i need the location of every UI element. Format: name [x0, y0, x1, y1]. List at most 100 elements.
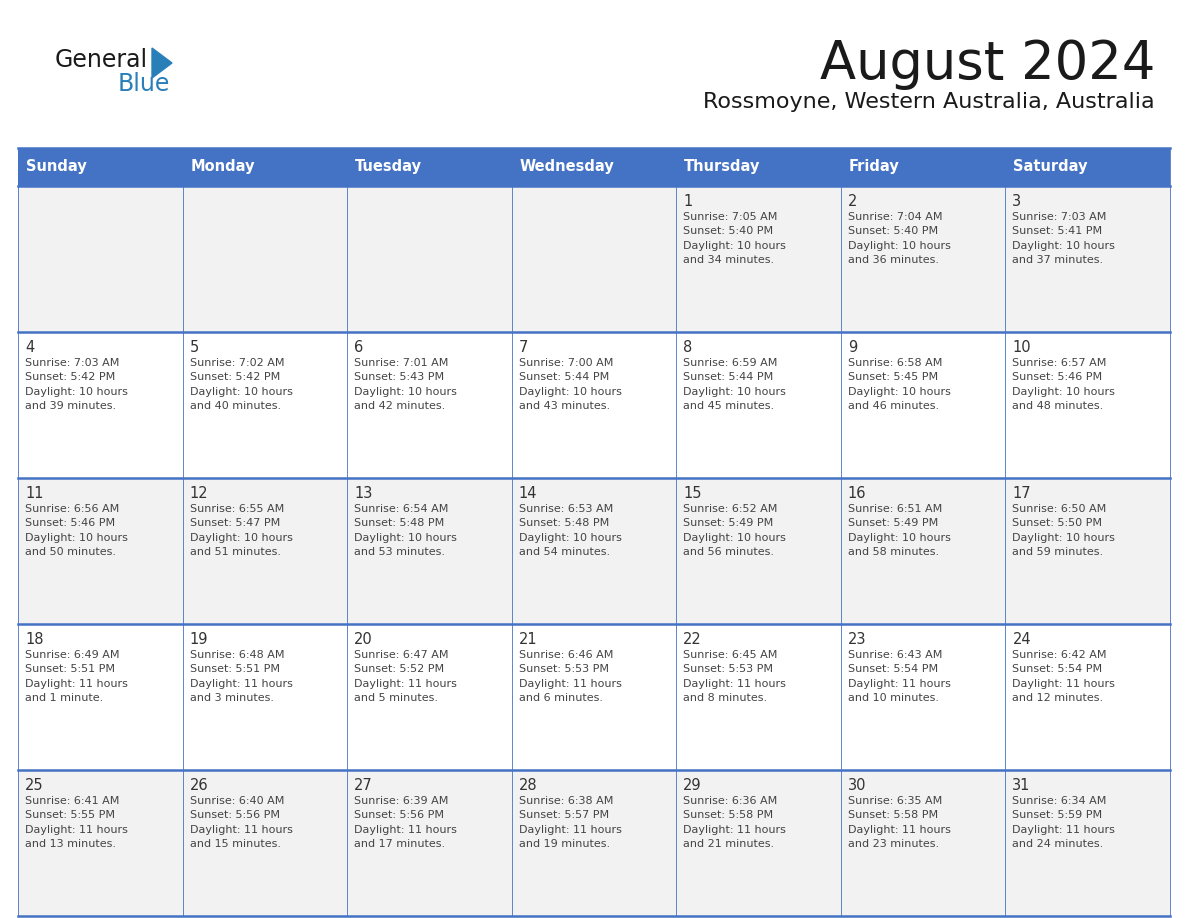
Text: Sunrise: 6:49 AM
Sunset: 5:51 PM
Daylight: 11 hours
and 1 minute.: Sunrise: 6:49 AM Sunset: 5:51 PM Dayligh…	[25, 650, 128, 703]
Text: 2: 2	[848, 194, 858, 209]
Bar	[183, 186, 347, 332]
Bar	[347, 478, 512, 624]
Text: Rossmoyne, Western Australia, Australia: Rossmoyne, Western Australia, Australia	[703, 92, 1155, 112]
Text: 6: 6	[354, 340, 364, 355]
Text: 31: 31	[1012, 778, 1031, 793]
Text: Sunrise: 7:00 AM
Sunset: 5:44 PM
Daylight: 10 hours
and 43 minutes.: Sunrise: 7:00 AM Sunset: 5:44 PM Dayligh…	[519, 358, 621, 411]
Text: Sunrise: 6:38 AM
Sunset: 5:57 PM
Daylight: 11 hours
and 19 minutes.: Sunrise: 6:38 AM Sunset: 5:57 PM Dayligh…	[519, 796, 621, 849]
Text: 7: 7	[519, 340, 529, 355]
Text: Sunrise: 6:34 AM
Sunset: 5:59 PM
Daylight: 11 hours
and 24 minutes.: Sunrise: 6:34 AM Sunset: 5:59 PM Dayligh…	[1012, 796, 1116, 849]
Bar	[512, 624, 676, 770]
Text: 17: 17	[1012, 486, 1031, 501]
Bar	[841, 186, 1005, 332]
Text: Sunrise: 6:47 AM
Sunset: 5:52 PM
Daylight: 11 hours
and 5 minutes.: Sunrise: 6:47 AM Sunset: 5:52 PM Dayligh…	[354, 650, 457, 703]
Bar	[183, 478, 347, 624]
Bar	[1005, 624, 1170, 770]
Bar	[841, 478, 1005, 624]
Text: Sunrise: 6:39 AM
Sunset: 5:56 PM
Daylight: 11 hours
and 17 minutes.: Sunrise: 6:39 AM Sunset: 5:56 PM Dayligh…	[354, 796, 457, 849]
Bar	[183, 332, 347, 478]
Text: 16: 16	[848, 486, 866, 501]
Bar	[347, 770, 512, 916]
Bar	[512, 148, 676, 186]
Text: 5: 5	[190, 340, 198, 355]
Bar	[347, 624, 512, 770]
Text: Sunrise: 6:58 AM
Sunset: 5:45 PM
Daylight: 10 hours
and 46 minutes.: Sunrise: 6:58 AM Sunset: 5:45 PM Dayligh…	[848, 358, 950, 411]
Text: Sunrise: 6:51 AM
Sunset: 5:49 PM
Daylight: 10 hours
and 58 minutes.: Sunrise: 6:51 AM Sunset: 5:49 PM Dayligh…	[848, 504, 950, 557]
Bar	[512, 332, 676, 478]
Text: 9: 9	[848, 340, 857, 355]
Bar	[841, 148, 1005, 186]
Bar	[18, 186, 183, 332]
Text: Sunrise: 6:55 AM
Sunset: 5:47 PM
Daylight: 10 hours
and 51 minutes.: Sunrise: 6:55 AM Sunset: 5:47 PM Dayligh…	[190, 504, 292, 557]
Text: 24: 24	[1012, 632, 1031, 647]
Text: Sunrise: 6:40 AM
Sunset: 5:56 PM
Daylight: 11 hours
and 15 minutes.: Sunrise: 6:40 AM Sunset: 5:56 PM Dayligh…	[190, 796, 292, 849]
Text: 28: 28	[519, 778, 537, 793]
Text: Sunrise: 7:03 AM
Sunset: 5:42 PM
Daylight: 10 hours
and 39 minutes.: Sunrise: 7:03 AM Sunset: 5:42 PM Dayligh…	[25, 358, 128, 411]
Text: 12: 12	[190, 486, 208, 501]
Bar	[841, 770, 1005, 916]
Text: Sunrise: 6:59 AM
Sunset: 5:44 PM
Daylight: 10 hours
and 45 minutes.: Sunrise: 6:59 AM Sunset: 5:44 PM Dayligh…	[683, 358, 786, 411]
Bar	[1005, 770, 1170, 916]
Text: 29: 29	[683, 778, 702, 793]
Text: 20: 20	[354, 632, 373, 647]
Text: Sunrise: 6:52 AM
Sunset: 5:49 PM
Daylight: 10 hours
and 56 minutes.: Sunrise: 6:52 AM Sunset: 5:49 PM Dayligh…	[683, 504, 786, 557]
Bar	[183, 624, 347, 770]
Bar	[347, 332, 512, 478]
Text: Friday: Friday	[849, 160, 899, 174]
Text: Sunrise: 6:54 AM
Sunset: 5:48 PM
Daylight: 10 hours
and 53 minutes.: Sunrise: 6:54 AM Sunset: 5:48 PM Dayligh…	[354, 504, 457, 557]
Text: Sunrise: 6:53 AM
Sunset: 5:48 PM
Daylight: 10 hours
and 54 minutes.: Sunrise: 6:53 AM Sunset: 5:48 PM Dayligh…	[519, 504, 621, 557]
Text: Sunrise: 7:05 AM
Sunset: 5:40 PM
Daylight: 10 hours
and 34 minutes.: Sunrise: 7:05 AM Sunset: 5:40 PM Dayligh…	[683, 212, 786, 265]
Text: Sunrise: 7:03 AM
Sunset: 5:41 PM
Daylight: 10 hours
and 37 minutes.: Sunrise: 7:03 AM Sunset: 5:41 PM Dayligh…	[1012, 212, 1116, 265]
Bar	[512, 186, 676, 332]
Bar	[676, 148, 841, 186]
Text: 27: 27	[354, 778, 373, 793]
Text: Sunrise: 6:48 AM
Sunset: 5:51 PM
Daylight: 11 hours
and 3 minutes.: Sunrise: 6:48 AM Sunset: 5:51 PM Dayligh…	[190, 650, 292, 703]
Bar	[1005, 332, 1170, 478]
Text: Sunrise: 6:36 AM
Sunset: 5:58 PM
Daylight: 11 hours
and 21 minutes.: Sunrise: 6:36 AM Sunset: 5:58 PM Dayligh…	[683, 796, 786, 849]
Bar	[183, 148, 347, 186]
Text: Sunrise: 7:04 AM
Sunset: 5:40 PM
Daylight: 10 hours
and 36 minutes.: Sunrise: 7:04 AM Sunset: 5:40 PM Dayligh…	[848, 212, 950, 265]
Text: Sunrise: 6:56 AM
Sunset: 5:46 PM
Daylight: 10 hours
and 50 minutes.: Sunrise: 6:56 AM Sunset: 5:46 PM Dayligh…	[25, 504, 128, 557]
Bar	[676, 770, 841, 916]
Bar	[512, 478, 676, 624]
Bar	[676, 478, 841, 624]
Bar	[18, 332, 183, 478]
Text: 19: 19	[190, 632, 208, 647]
Text: Thursday: Thursday	[684, 160, 760, 174]
Text: 23: 23	[848, 632, 866, 647]
Bar	[676, 624, 841, 770]
Text: 11: 11	[25, 486, 44, 501]
Bar	[512, 770, 676, 916]
Text: Sunday: Sunday	[26, 160, 87, 174]
Text: 14: 14	[519, 486, 537, 501]
Bar	[676, 332, 841, 478]
Text: Sunrise: 6:50 AM
Sunset: 5:50 PM
Daylight: 10 hours
and 59 minutes.: Sunrise: 6:50 AM Sunset: 5:50 PM Dayligh…	[1012, 504, 1116, 557]
Text: 10: 10	[1012, 340, 1031, 355]
Text: Saturday: Saturday	[1013, 160, 1088, 174]
Text: 30: 30	[848, 778, 866, 793]
Bar	[18, 478, 183, 624]
Text: Sunrise: 7:02 AM
Sunset: 5:42 PM
Daylight: 10 hours
and 40 minutes.: Sunrise: 7:02 AM Sunset: 5:42 PM Dayligh…	[190, 358, 292, 411]
Text: 13: 13	[354, 486, 373, 501]
Text: Monday: Monday	[190, 160, 255, 174]
Text: Sunrise: 7:01 AM
Sunset: 5:43 PM
Daylight: 10 hours
and 42 minutes.: Sunrise: 7:01 AM Sunset: 5:43 PM Dayligh…	[354, 358, 457, 411]
Text: Sunrise: 6:42 AM
Sunset: 5:54 PM
Daylight: 11 hours
and 12 minutes.: Sunrise: 6:42 AM Sunset: 5:54 PM Dayligh…	[1012, 650, 1116, 703]
Text: Sunrise: 6:43 AM
Sunset: 5:54 PM
Daylight: 11 hours
and 10 minutes.: Sunrise: 6:43 AM Sunset: 5:54 PM Dayligh…	[848, 650, 950, 703]
Text: 4: 4	[25, 340, 34, 355]
Text: Sunrise: 6:41 AM
Sunset: 5:55 PM
Daylight: 11 hours
and 13 minutes.: Sunrise: 6:41 AM Sunset: 5:55 PM Dayligh…	[25, 796, 128, 849]
Bar	[1005, 186, 1170, 332]
Bar	[676, 186, 841, 332]
Text: 3: 3	[1012, 194, 1022, 209]
Bar	[18, 770, 183, 916]
Bar	[18, 148, 183, 186]
Text: 26: 26	[190, 778, 208, 793]
Text: Blue: Blue	[118, 72, 170, 96]
Text: Sunrise: 6:35 AM
Sunset: 5:58 PM
Daylight: 11 hours
and 23 minutes.: Sunrise: 6:35 AM Sunset: 5:58 PM Dayligh…	[848, 796, 950, 849]
Text: Wednesday: Wednesday	[519, 160, 614, 174]
Text: 18: 18	[25, 632, 44, 647]
Text: Sunrise: 6:46 AM
Sunset: 5:53 PM
Daylight: 11 hours
and 6 minutes.: Sunrise: 6:46 AM Sunset: 5:53 PM Dayligh…	[519, 650, 621, 703]
Bar	[347, 148, 512, 186]
Text: Sunrise: 6:45 AM
Sunset: 5:53 PM
Daylight: 11 hours
and 8 minutes.: Sunrise: 6:45 AM Sunset: 5:53 PM Dayligh…	[683, 650, 786, 703]
Bar	[841, 624, 1005, 770]
Bar	[1005, 478, 1170, 624]
